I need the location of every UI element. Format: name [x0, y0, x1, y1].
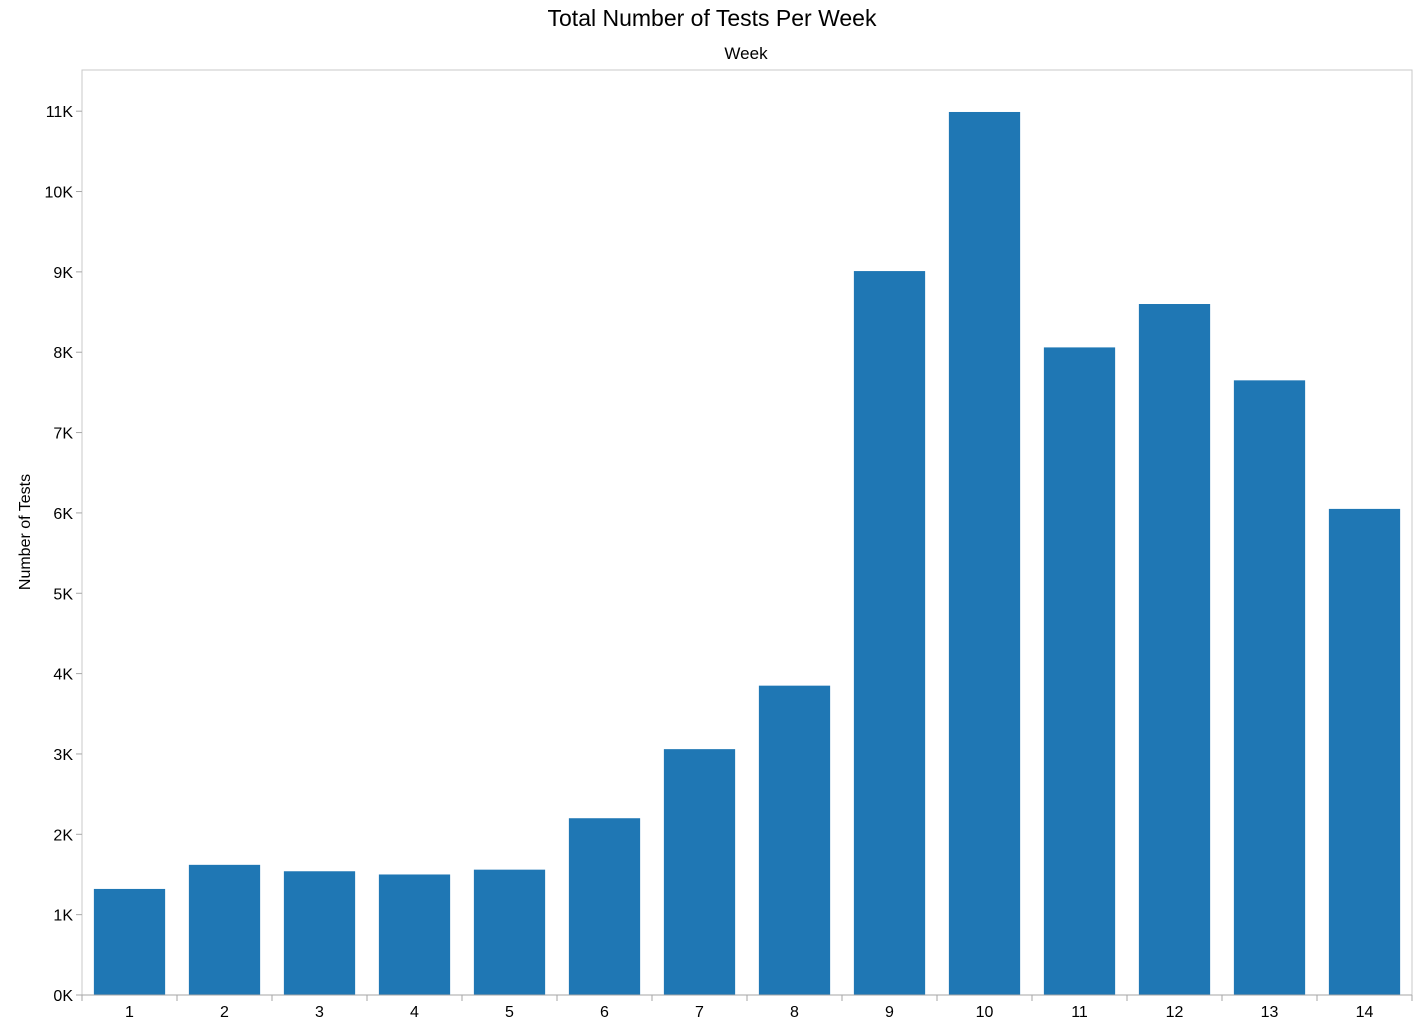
bar-week-10[interactable] — [948, 111, 1021, 996]
bar-week-4[interactable] — [378, 874, 451, 995]
x-axis-header: Week — [724, 44, 768, 63]
x-tick-label: 10 — [976, 1004, 994, 1019]
x-tick-label: 9 — [885, 1004, 894, 1019]
y-tick-label: 8K — [53, 345, 73, 362]
bar-week-9[interactable] — [853, 271, 926, 995]
bar-week-2[interactable] — [188, 864, 261, 995]
bars-group — [93, 111, 1401, 996]
x-tick-label: 4 — [410, 1004, 419, 1019]
y-tick-label: 11K — [46, 104, 74, 121]
x-tick-label: 6 — [600, 1004, 609, 1019]
x-tick-label: 14 — [1356, 1004, 1374, 1019]
x-tick-label: 8 — [790, 1004, 799, 1019]
chart-title: Total Number of Tests Per Week — [548, 5, 877, 31]
y-axis: 0K 1K 2K 3K 4K 5K 6K 7K 8K 9K 10K 11K — [45, 104, 82, 1005]
x-axis: 1 2 3 4 5 6 7 8 9 10 11 12 13 14 — [81, 994, 1413, 1019]
y-tick-label: 5K — [53, 586, 73, 603]
y-tick-label: 6K — [53, 506, 73, 523]
bar-week-3[interactable] — [283, 871, 356, 995]
y-tick-label: 7K — [53, 426, 73, 443]
bar-week-14[interactable] — [1328, 508, 1401, 995]
x-tick-label: 13 — [1261, 1004, 1279, 1019]
bar-week-6[interactable] — [568, 818, 641, 995]
y-tick-label: 2K — [53, 827, 73, 844]
x-tick-label: 2 — [220, 1004, 229, 1019]
y-tick-label: 0K — [53, 988, 73, 1005]
y-tick-label: 9K — [53, 265, 73, 282]
y-tick-label: 10K — [45, 185, 74, 202]
x-tick-label: 12 — [1166, 1004, 1184, 1019]
y-tick-label: 4K — [53, 667, 73, 684]
bar-week-13[interactable] — [1233, 380, 1306, 996]
y-tick-label: 1K — [53, 908, 73, 925]
bar-week-12[interactable] — [1138, 304, 1211, 995]
y-tick-label: 3K — [53, 747, 73, 764]
x-tick-label: 11 — [1071, 1004, 1088, 1019]
plot-area — [81, 69, 1413, 996]
bar-week-7[interactable] — [663, 749, 736, 995]
x-tick-label: 5 — [505, 1004, 514, 1019]
y-axis-label: Number of Tests — [17, 474, 34, 590]
x-tick-label: 7 — [695, 1004, 704, 1019]
x-tick-label: 1 — [125, 1004, 134, 1019]
bar-week-11[interactable] — [1043, 347, 1116, 995]
bar-week-5[interactable] — [473, 869, 546, 995]
bar-week-8[interactable] — [758, 685, 831, 995]
x-tick-label: 3 — [315, 1004, 324, 1019]
bar-week-1[interactable] — [93, 888, 166, 995]
